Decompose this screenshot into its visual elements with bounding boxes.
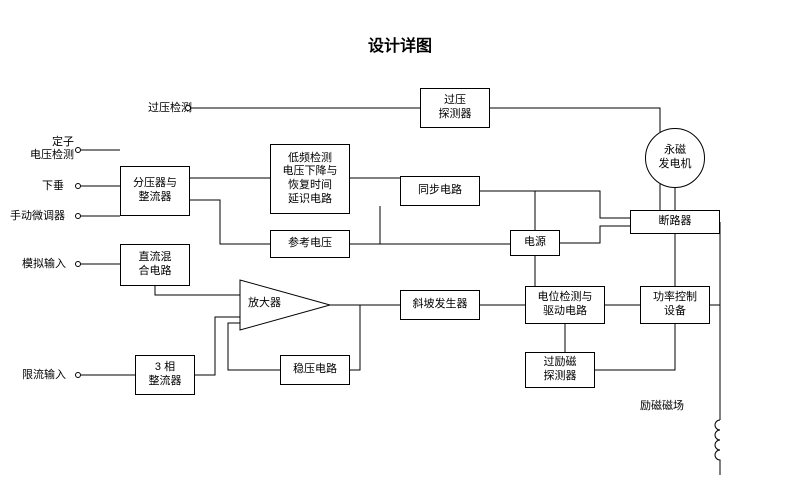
- node-vref: 参考电压: [270, 230, 350, 258]
- input-label-droop: 下垂: [42, 180, 64, 193]
- node-overex: 过励磁探测器: [525, 352, 595, 388]
- input-port-trim: [75, 213, 81, 219]
- node-amplifier: 放大器: [248, 297, 281, 310]
- input-port-ilimit: [75, 372, 81, 378]
- input-label-trim: 手动微调器: [10, 210, 65, 223]
- node-psu: 电源: [510, 230, 560, 256]
- diagram-title: 设计详图: [0, 32, 800, 56]
- node-sync: 同步电路: [400, 176, 480, 206]
- node-stab: 稳压电路: [280, 355, 350, 385]
- node-dcmix: 直流混合电路: [120, 244, 190, 286]
- node-breaker: 断路器: [630, 210, 720, 234]
- input-label-ilimit: 限流输入: [22, 369, 66, 382]
- node-drive: 电位检测与驱动电路: [525, 286, 605, 324]
- node-rect3: 3 相整流器: [135, 355, 195, 395]
- input-label-stator: 定子电压检测: [30, 136, 74, 162]
- node-ramp: 斜坡发生器: [400, 290, 480, 320]
- input-label-analog: 模拟输入: [22, 258, 66, 271]
- node-pmgen: 永磁发电机: [645, 128, 705, 188]
- node-lowfreq: 低频检测电压下降与恢复时间延识电路: [270, 144, 350, 214]
- input-port-ov_label: [185, 105, 191, 111]
- input-port-stator: [75, 147, 81, 153]
- field-label: 励磁磁场: [640, 400, 684, 413]
- input-port-analog: [75, 261, 81, 267]
- input-port-droop: [75, 183, 81, 189]
- node-divider: 分压器与整流器: [120, 166, 190, 216]
- diagram-canvas: 设计详图 分压器与整流器直流混合电路 3 相整流器 低频检测电压下降与恢复时间延识电…: [0, 0, 800, 500]
- node-ovdet: 过压探测器: [420, 88, 490, 128]
- node-power: 功率控制设备: [640, 286, 710, 324]
